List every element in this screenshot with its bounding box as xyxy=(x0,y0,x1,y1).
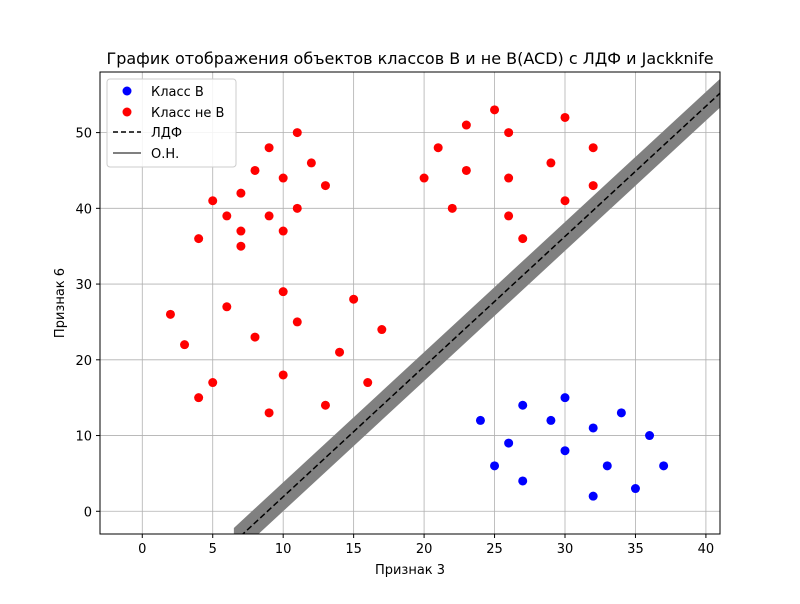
legend-label-ldf: ЛДФ xyxy=(151,126,182,141)
point-class-not-b xyxy=(419,173,429,183)
series-class-not-b xyxy=(165,105,598,418)
point-class-b xyxy=(546,415,556,425)
y-tick-label: 0 xyxy=(84,505,92,520)
legend-marker-class-b xyxy=(122,86,132,96)
y-tick-label: 10 xyxy=(75,430,92,445)
legend-marker-class-not-b xyxy=(122,107,132,117)
points xyxy=(165,105,669,501)
point-class-not-b xyxy=(320,400,330,410)
series-class-b xyxy=(475,393,669,501)
point-class-not-b xyxy=(335,347,345,357)
point-class-b xyxy=(560,446,570,456)
point-class-not-b xyxy=(377,325,387,335)
grid xyxy=(100,72,720,534)
x-tick-label: 5 xyxy=(209,542,217,557)
y-tick-label: 40 xyxy=(75,202,92,217)
point-class-not-b xyxy=(292,128,302,138)
x-tick-label: 15 xyxy=(345,542,362,557)
point-class-not-b xyxy=(292,203,302,213)
x-tick-label: 0 xyxy=(138,542,146,557)
x-tick-label: 30 xyxy=(557,542,574,557)
y-axis-label: Признак 6 xyxy=(53,268,68,338)
y-tick-label: 50 xyxy=(75,127,92,142)
point-class-not-b xyxy=(194,234,204,244)
x-tick-label: 35 xyxy=(627,542,644,557)
point-class-not-b xyxy=(504,173,514,183)
point-class-not-b xyxy=(264,143,274,153)
point-class-not-b xyxy=(433,143,443,153)
point-class-not-b xyxy=(490,105,500,115)
point-class-not-b xyxy=(504,128,514,138)
point-class-b xyxy=(490,461,500,471)
point-class-not-b xyxy=(208,196,218,206)
band-layer xyxy=(233,78,720,534)
legend-label-class-not-b: Класс не B xyxy=(151,106,224,121)
ticks: 0 5 10 15 20 25 30 35 40 0 10 20 30 40 50 xyxy=(75,127,714,557)
y-tick-label: 20 xyxy=(75,354,92,369)
point-class-b xyxy=(518,476,528,486)
ldf-line xyxy=(241,92,720,534)
point-class-b xyxy=(659,461,669,471)
point-class-not-b xyxy=(504,211,514,221)
point-class-not-b xyxy=(250,332,260,342)
point-class-not-b xyxy=(588,181,598,191)
x-tick-label: 25 xyxy=(486,542,503,557)
point-class-not-b xyxy=(363,378,373,388)
point-class-not-b xyxy=(546,158,556,168)
point-class-not-b xyxy=(236,188,246,198)
point-class-not-b xyxy=(236,226,246,236)
point-class-not-b xyxy=(292,317,302,327)
point-class-b xyxy=(616,408,626,418)
point-class-b xyxy=(588,423,598,433)
point-class-not-b xyxy=(306,158,316,168)
point-class-not-b xyxy=(461,120,471,130)
point-class-b xyxy=(518,400,528,410)
point-class-not-b xyxy=(250,165,260,175)
point-class-not-b xyxy=(278,287,288,297)
point-class-not-b xyxy=(208,378,218,388)
x-tick-label: 40 xyxy=(698,542,715,557)
point-class-not-b xyxy=(560,112,570,122)
point-class-not-b xyxy=(194,393,204,403)
x-tick-label: 20 xyxy=(416,542,433,557)
point-class-not-b xyxy=(278,370,288,380)
point-class-not-b xyxy=(320,181,330,191)
x-axis-label: Признак 3 xyxy=(375,563,445,578)
point-class-not-b xyxy=(180,340,190,350)
point-class-not-b xyxy=(264,211,274,221)
legend-label-class-b: Класс B xyxy=(151,85,204,100)
point-class-not-b xyxy=(461,165,471,175)
legend-box xyxy=(106,78,237,168)
point-class-b xyxy=(588,491,598,501)
point-class-not-b xyxy=(518,234,528,244)
point-class-not-b xyxy=(560,196,570,206)
point-class-b xyxy=(475,415,485,425)
point-class-not-b xyxy=(588,143,598,153)
on-band xyxy=(233,78,720,534)
point-class-not-b xyxy=(236,241,246,251)
line-layer xyxy=(241,92,720,534)
plot-frame xyxy=(99,71,721,535)
point-class-not-b xyxy=(222,302,232,312)
point-class-not-b xyxy=(165,309,175,319)
point-class-not-b xyxy=(264,408,274,418)
legend: Класс B Класс не B ЛДФ О.Н. xyxy=(106,78,237,168)
x-tick-label: 10 xyxy=(275,542,292,557)
point-class-b xyxy=(504,438,514,448)
point-class-not-b xyxy=(222,211,232,221)
point-class-b xyxy=(645,431,655,441)
chart-title: График отображения объектов классов B и … xyxy=(106,49,713,68)
point-class-b xyxy=(560,393,570,403)
y-tick-label: 30 xyxy=(75,278,92,293)
legend-label-on: О.Н. xyxy=(151,147,179,162)
point-class-not-b xyxy=(278,173,288,183)
point-class-b xyxy=(602,461,612,471)
point-class-not-b xyxy=(349,294,359,304)
point-class-not-b xyxy=(447,203,457,213)
point-class-not-b xyxy=(278,226,288,236)
point-class-b xyxy=(630,484,640,494)
